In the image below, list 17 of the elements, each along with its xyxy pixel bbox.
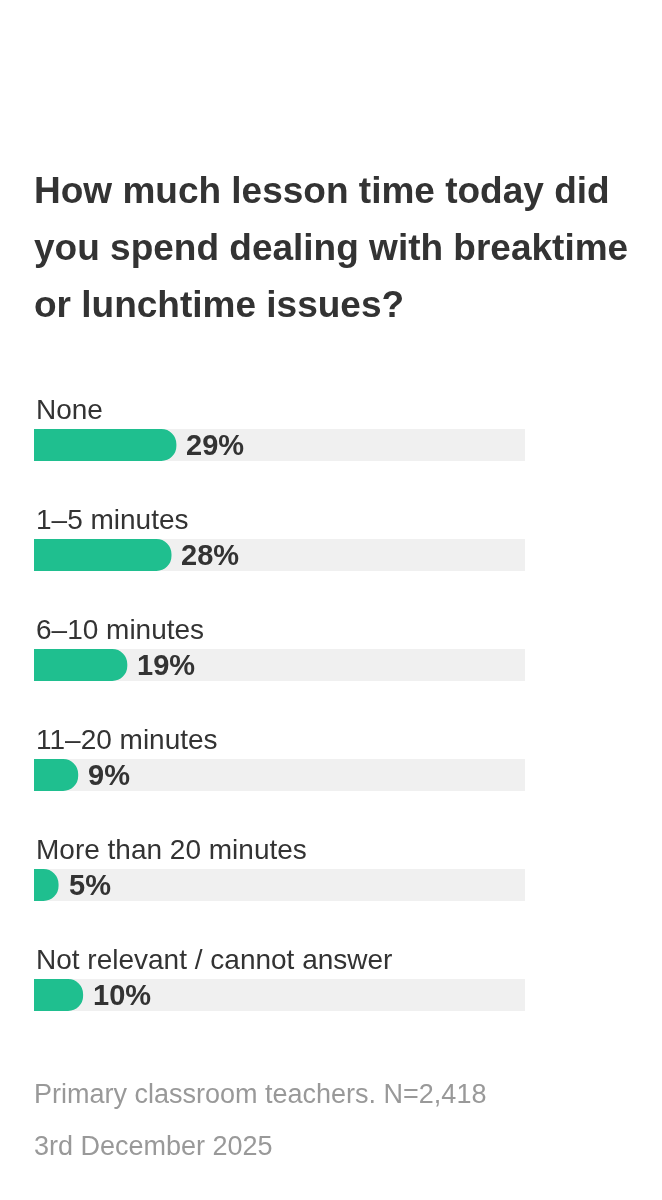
data-label: 29% [186,429,245,461]
data-label: 10% [93,979,152,1011]
chart-title: How much lesson time today did you spend dealing with breaktime or lunchtime issues? [34,169,630,327]
y-tick-label: None [36,394,103,425]
text: Primary classroom teachers. N=2,418 [34,1078,487,1111]
data-label: 5% [69,869,112,901]
data-label: 19% [137,649,196,681]
bar [34,979,84,1011]
y-tick-label: More than 20 minutes [36,834,307,865]
data-label: 28% [181,539,240,571]
y-tick-label: 11–20 minutes [36,724,218,755]
y-tick-label: 1–5 minutes [36,504,189,535]
data-label: 9% [88,759,131,791]
bar [34,649,128,681]
y-tick-label: 6–10 minutes [36,614,205,645]
text: 3rd December 2025 [34,1130,274,1163]
y-tick-label: Not relevant / cannot answer [36,944,393,975]
